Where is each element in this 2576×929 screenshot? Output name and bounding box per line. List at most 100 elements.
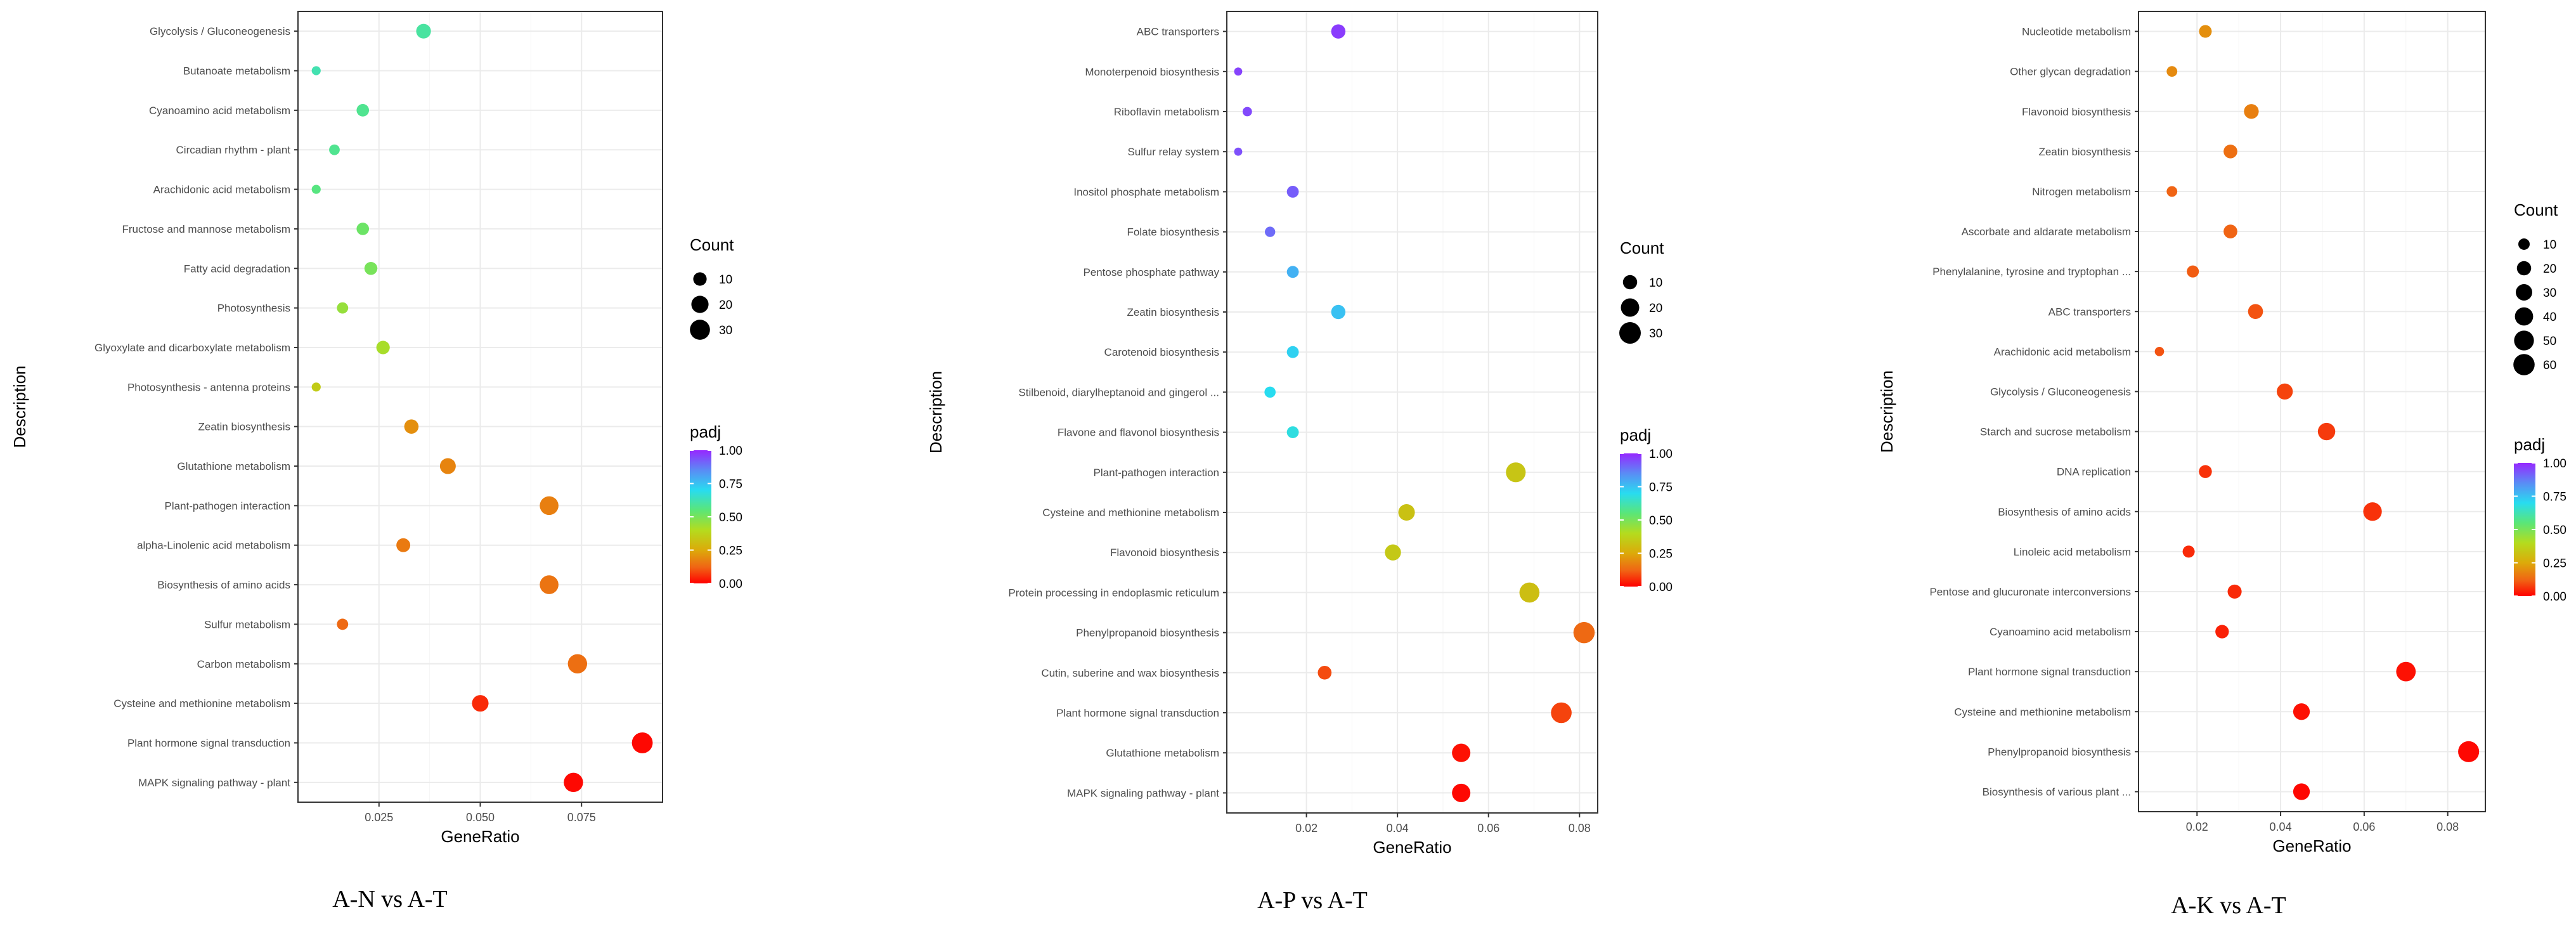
padj-tick-label: 0.00 <box>1649 581 1673 594</box>
data-point <box>2166 66 2178 77</box>
padj-tick-label: 0.75 <box>1649 481 1673 495</box>
panel-caption: A-P vs A-T <box>1257 887 1368 914</box>
dotplot-panel-3: Nucleotide metabolism Other glycan degrad… <box>1877 11 2566 919</box>
padj-tick-label: 0.00 <box>719 578 742 591</box>
y-tick-label: Arachidonic acid metabolism <box>1994 346 2131 358</box>
data-point <box>1286 426 1299 438</box>
data-point <box>2293 783 2310 800</box>
y-tick-label: Nitrogen metabolism <box>2032 186 2131 198</box>
count-legend-dot <box>690 320 710 340</box>
data-point <box>631 732 653 753</box>
dotplot-panel-1: Glycolysis / Gluconeogenesis Butanoate me… <box>10 11 742 913</box>
data-point <box>2277 383 2293 400</box>
count-legend-label: 20 <box>2543 263 2556 276</box>
count-legend-dot <box>2513 354 2535 375</box>
padj-tick-label: 1.00 <box>2543 457 2566 471</box>
data-point <box>2215 625 2229 639</box>
data-point <box>2363 502 2382 521</box>
count-legend-title: Count <box>1620 238 1664 257</box>
y-tick-label: Monoterpenoid biosynthesis <box>1085 66 1219 78</box>
data-point <box>564 772 583 793</box>
dotplot-panel-2: ABC transporters Monoterpenoid biosynthes… <box>926 11 1673 914</box>
count-legend-label: 10 <box>719 273 732 287</box>
count-legend-dot <box>2516 284 2532 301</box>
x-axis-title: GeneRatio <box>1373 838 1451 857</box>
x-axis-title: GeneRatio <box>2272 836 2351 855</box>
data-point <box>1242 107 1252 117</box>
padj-legend-title: padj <box>2514 435 2545 454</box>
y-tick-label: Protein processing in endoplasmic reticu… <box>1008 587 1219 599</box>
data-point <box>1317 665 1332 680</box>
data-point <box>311 185 321 194</box>
data-point <box>1551 702 1572 724</box>
data-point <box>2293 703 2310 720</box>
data-point <box>2166 186 2178 197</box>
data-point <box>1264 386 1276 398</box>
data-point <box>337 618 349 630</box>
x-tick-label: 0.08 <box>1569 822 1591 835</box>
padj-tick-label: 0.75 <box>2543 491 2566 504</box>
count-legend-label: 40 <box>2543 311 2556 324</box>
data-point <box>2199 465 2212 478</box>
count-legend-label: 30 <box>719 324 732 337</box>
data-point <box>439 458 456 474</box>
x-tick-label: 0.08 <box>2437 821 2459 833</box>
y-tick-label: Glycolysis / Gluconeogenesis <box>1990 386 2131 398</box>
y-tick-label: Pentose phosphate pathway <box>1083 266 1219 278</box>
y-tick-label: Glycolysis / Gluconeogenesis <box>150 25 290 37</box>
padj-tick-label: 0.50 <box>2543 524 2566 537</box>
data-point <box>2317 422 2336 441</box>
y-tick-label: Flavone and flavonol biosynthesis <box>1058 427 1219 439</box>
count-legend-label: 30 <box>2543 287 2556 300</box>
data-point <box>1519 582 1540 603</box>
padj-tick-label: 0.50 <box>719 511 742 524</box>
padj-tick-label: 0.50 <box>1649 514 1673 528</box>
data-point <box>2248 304 2263 320</box>
x-axis-title: GeneRatio <box>441 827 519 846</box>
panel-caption: A-N vs A-T <box>332 886 448 913</box>
count-legend-label: 10 <box>2543 238 2556 252</box>
y-tick-label: Stilbenoid, diarylheptanoid and gingerol… <box>1018 386 1219 398</box>
y-tick-label: ABC transporters <box>1137 26 1219 38</box>
y-tick-label: Cyanoamino acid metabolism <box>149 105 290 117</box>
y-tick-label: Folate biosynthesis <box>1127 226 1219 238</box>
y-tick-label: Carotenoid biosynthesis <box>1104 346 1219 358</box>
data-point <box>376 341 390 354</box>
y-tick-label: Pentose and glucuronate interconversions <box>1929 586 2131 598</box>
y-tick-label: Riboflavin metabolism <box>1114 106 1219 118</box>
data-point <box>1452 743 1471 762</box>
y-tick-label: Arachidonic acid metabolism <box>153 184 290 196</box>
data-point <box>311 66 321 75</box>
y-tick-label: Photosynthesis - antenna proteins <box>127 381 290 393</box>
y-tick-label: MAPK signaling pathway - plant <box>1067 787 1219 799</box>
data-point <box>1286 346 1299 358</box>
data-point <box>337 302 349 314</box>
y-tick-label: Other glycan degradation <box>2010 66 2131 78</box>
y-tick-label: Glyoxylate and dicarboxylate metabolism <box>94 342 290 354</box>
data-point <box>567 654 588 673</box>
count-legend-label: 30 <box>1649 327 1662 341</box>
y-tick-label: Glutathione metabolism <box>177 460 290 472</box>
y-tick-label: Butanoate metabolism <box>183 65 290 77</box>
y-tick-label: Carbon metabolism <box>197 658 290 670</box>
padj-legend-title: padj <box>1620 426 1651 445</box>
y-tick-label: Flavonoid biosynthesis <box>2022 106 2131 118</box>
x-tick-label: 0.04 <box>1387 822 1409 835</box>
count-legend-label: 60 <box>2543 359 2556 372</box>
plot-frame <box>1226 11 1598 814</box>
y-tick-label: MAPK signaling pathway - plant <box>138 777 290 789</box>
data-point <box>2223 144 2237 159</box>
data-point <box>2223 224 2237 238</box>
count-legend-label: 50 <box>2543 335 2556 348</box>
y-tick-label: Biosynthesis of amino acids <box>1998 506 2131 518</box>
y-tick-label: Plant hormone signal transduction <box>1056 707 1219 719</box>
y-tick-label: Plant-pathogen interaction <box>165 500 290 512</box>
y-tick-label: Phenylpropanoid biosynthesis <box>1988 746 2131 758</box>
y-tick-label: Cysteine and methionine metabolism <box>113 698 290 710</box>
y-tick-label: Phenylpropanoid biosynthesis <box>1076 627 1219 639</box>
data-point <box>2458 741 2480 762</box>
y-tick-label: Linoleic acid metabolism <box>2014 546 2131 558</box>
data-point <box>1506 462 1526 483</box>
y-tick-label: Plant-pathogen interaction <box>1094 467 1219 479</box>
